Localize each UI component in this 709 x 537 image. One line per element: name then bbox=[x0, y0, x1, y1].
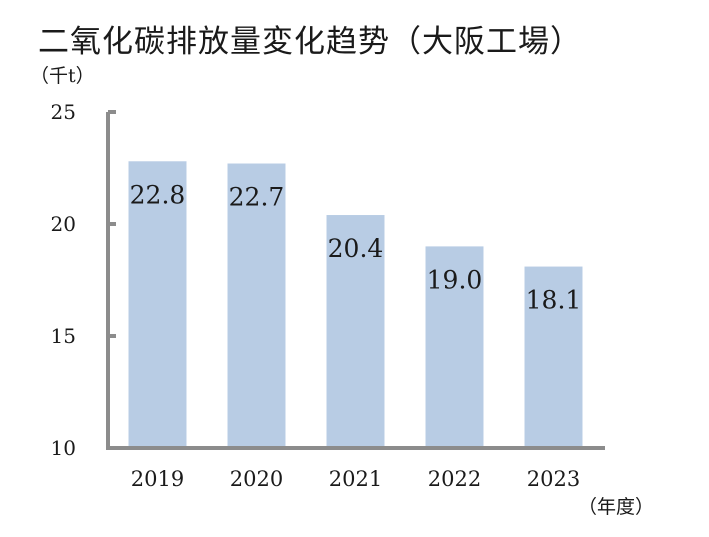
y-tick-layer: 10 15 20 25 bbox=[51, 100, 116, 460]
x-tick-label: 2020 bbox=[230, 467, 283, 491]
axis-layer bbox=[106, 112, 605, 450]
bar-2023 bbox=[524, 266, 583, 448]
x-tick-label: 2019 bbox=[131, 467, 184, 491]
chart-title: 二氧化碳排放量変化趋势（大阪工場） bbox=[38, 24, 582, 60]
x-tick-label: 2023 bbox=[527, 467, 580, 491]
y-tick-label: 20 bbox=[51, 212, 76, 236]
x-axis-unit-label: （年度） bbox=[578, 496, 654, 518]
category-label-layer: 2019 2020 2021 2022 2023 bbox=[131, 467, 580, 491]
bar-2020 bbox=[227, 163, 286, 448]
bars-layer bbox=[128, 161, 583, 448]
bar-2019 bbox=[128, 161, 187, 448]
data-label-layer: 22.8 22.7 20.4 19.0 18.1 bbox=[130, 180, 582, 314]
bar-2022 bbox=[425, 246, 484, 448]
data-label: 22.8 bbox=[130, 180, 186, 209]
data-label: 19.0 bbox=[427, 265, 483, 294]
data-label: 20.4 bbox=[328, 234, 384, 263]
x-tick-label: 2021 bbox=[329, 467, 382, 491]
data-label: 18.1 bbox=[526, 286, 582, 315]
y-tick-label: 15 bbox=[51, 324, 76, 348]
bar-2021 bbox=[326, 215, 385, 448]
y-tick-label: 10 bbox=[51, 436, 76, 460]
y-axis-unit-label: （千t） bbox=[30, 65, 95, 87]
y-tick-label: 25 bbox=[51, 100, 76, 124]
x-tick-label: 2022 bbox=[428, 467, 481, 491]
data-label: 22.7 bbox=[229, 183, 285, 212]
